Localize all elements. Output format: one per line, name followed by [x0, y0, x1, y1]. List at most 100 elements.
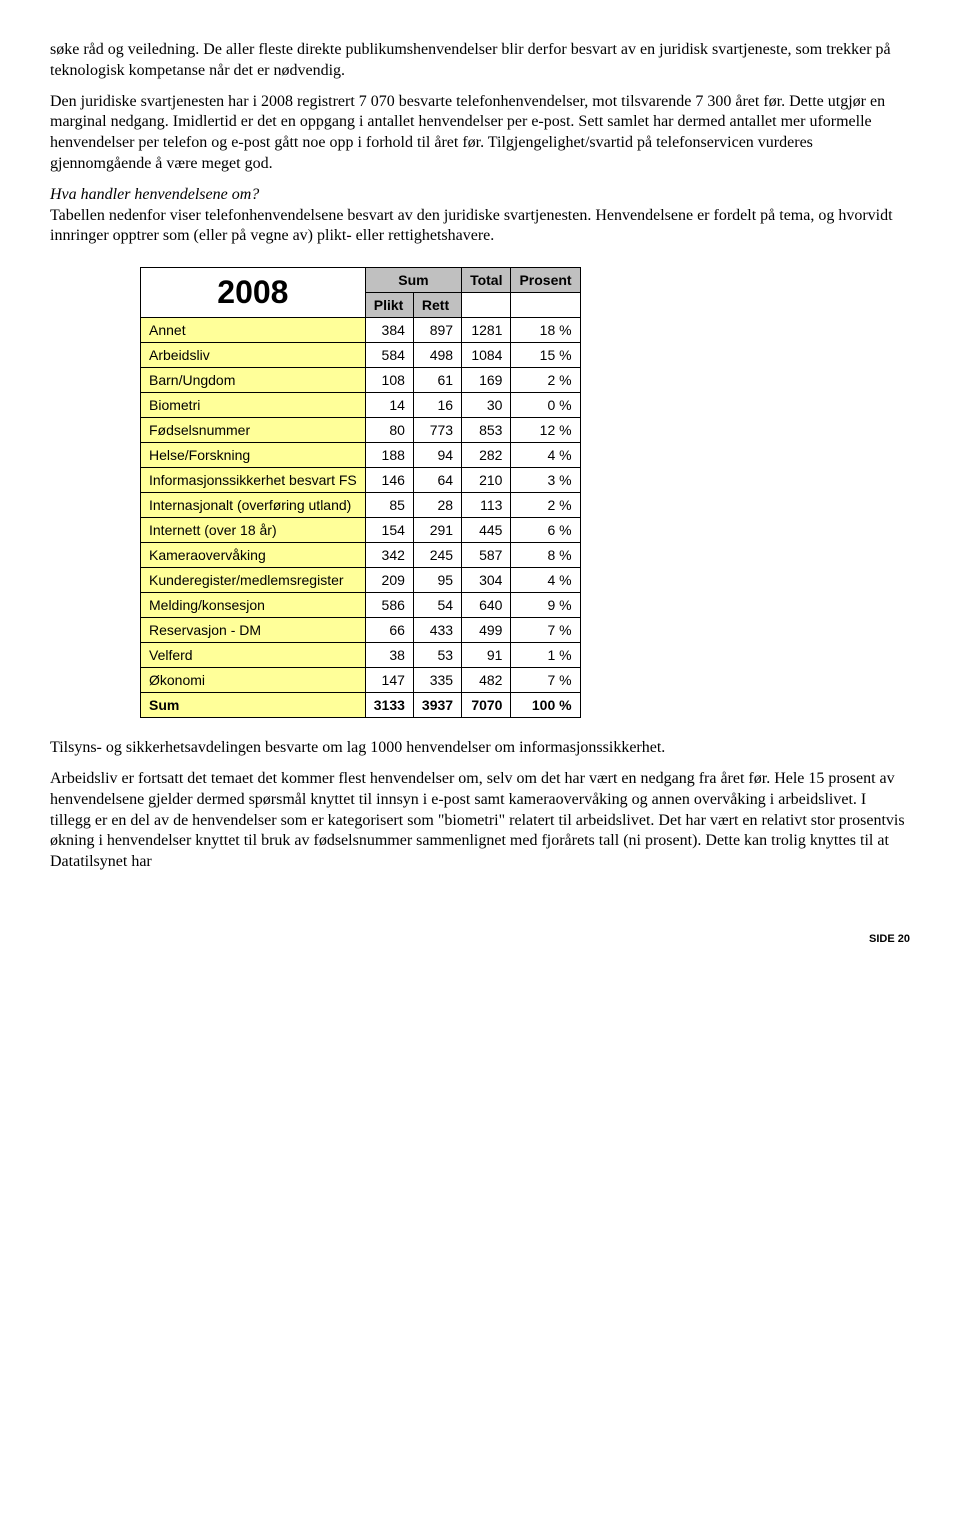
table-row: Reservasjon - DM664334997 % — [141, 618, 581, 643]
plikt-cell: 209 — [365, 568, 413, 593]
sum-rett: 3937 — [413, 693, 461, 718]
category-cell: Annet — [141, 318, 366, 343]
sum-plikt: 3133 — [365, 693, 413, 718]
page-footer: SIDE 20 — [50, 933, 910, 945]
prosent-cell: 18 % — [511, 318, 580, 343]
table-row: Barn/Ungdom108611692 % — [141, 368, 581, 393]
total-cell: 210 — [462, 468, 511, 493]
prosent-cell: 1 % — [511, 643, 580, 668]
category-cell: Reservasjon - DM — [141, 618, 366, 643]
rett-cell: 245 — [413, 543, 461, 568]
table-row: Informasjonssikkerhet besvart FS14664210… — [141, 468, 581, 493]
prosent-cell: 8 % — [511, 543, 580, 568]
paragraph-3-question: Hva handler henvendelsene om? — [50, 186, 259, 203]
prosent-cell: 0 % — [511, 393, 580, 418]
category-cell: Arbeidsliv — [141, 343, 366, 368]
rett-cell: 64 — [413, 468, 461, 493]
table-sum-row: Sum 3133 3937 7070 100 % — [141, 693, 581, 718]
rett-cell: 498 — [413, 343, 461, 368]
prosent-cell: 2 % — [511, 493, 580, 518]
rett-cell: 335 — [413, 668, 461, 693]
table-row: Økonomi1473354827 % — [141, 668, 581, 693]
col-header-rett: Rett — [413, 293, 461, 318]
total-cell: 1281 — [462, 318, 511, 343]
plikt-cell: 146 — [365, 468, 413, 493]
category-cell: Informasjonssikkerhet besvart FS — [141, 468, 366, 493]
plikt-cell: 154 — [365, 518, 413, 543]
plikt-cell: 584 — [365, 343, 413, 368]
rett-cell: 61 — [413, 368, 461, 393]
sum-prosent: 100 % — [511, 693, 580, 718]
plikt-cell: 342 — [365, 543, 413, 568]
plikt-cell: 384 — [365, 318, 413, 343]
category-cell: Barn/Ungdom — [141, 368, 366, 393]
total-cell: 499 — [462, 618, 511, 643]
total-cell: 91 — [462, 643, 511, 668]
category-cell: Kunderegister/medlemsregister — [141, 568, 366, 593]
table-row: Helse/Forskning188942824 % — [141, 443, 581, 468]
plikt-cell: 85 — [365, 493, 413, 518]
total-cell: 1084 — [462, 343, 511, 368]
total-cell: 482 — [462, 668, 511, 693]
paragraph-2: Den juridiske svartjenesten har i 2008 r… — [50, 92, 910, 175]
category-cell: Økonomi — [141, 668, 366, 693]
total-cell: 853 — [462, 418, 511, 443]
rett-cell: 773 — [413, 418, 461, 443]
rett-cell: 94 — [413, 443, 461, 468]
table-row: Internett (over 18 år)1542914456 % — [141, 518, 581, 543]
total-cell: 445 — [462, 518, 511, 543]
plikt-cell: 586 — [365, 593, 413, 618]
prosent-cell: 7 % — [511, 668, 580, 693]
rett-cell: 291 — [413, 518, 461, 543]
table-row: Velferd3853911 % — [141, 643, 581, 668]
rett-cell: 53 — [413, 643, 461, 668]
table-row: Annet384897128118 % — [141, 318, 581, 343]
table-row: Fødselsnummer8077385312 % — [141, 418, 581, 443]
col-header-plikt: Plikt — [365, 293, 413, 318]
empty-cell — [511, 293, 580, 318]
prosent-cell: 7 % — [511, 618, 580, 643]
total-cell: 587 — [462, 543, 511, 568]
prosent-cell: 4 % — [511, 443, 580, 468]
table-row: Kameraovervåking3422455878 % — [141, 543, 581, 568]
prosent-cell: 15 % — [511, 343, 580, 368]
rett-cell: 16 — [413, 393, 461, 418]
col-header-sum: Sum — [365, 268, 461, 293]
total-cell: 169 — [462, 368, 511, 393]
category-cell: Internett (over 18 år) — [141, 518, 366, 543]
paragraph-5: Arbeidsliv er fortsatt det temaet det ko… — [50, 769, 910, 873]
category-cell: Helse/Forskning — [141, 443, 366, 468]
plikt-cell: 147 — [365, 668, 413, 693]
plikt-cell: 188 — [365, 443, 413, 468]
plikt-cell: 108 — [365, 368, 413, 393]
sum-total: 7070 — [462, 693, 511, 718]
table-row: Kunderegister/medlemsregister209953044 % — [141, 568, 581, 593]
rett-cell: 897 — [413, 318, 461, 343]
prosent-cell: 6 % — [511, 518, 580, 543]
plikt-cell: 80 — [365, 418, 413, 443]
plikt-cell: 66 — [365, 618, 413, 643]
category-cell: Kameraovervåking — [141, 543, 366, 568]
paragraph-3-body: Tabellen nedenfor viser telefonhenvendel… — [50, 207, 893, 245]
total-cell: 304 — [462, 568, 511, 593]
col-header-total: Total — [462, 268, 511, 293]
empty-cell — [462, 293, 511, 318]
plikt-cell: 38 — [365, 643, 413, 668]
rett-cell: 54 — [413, 593, 461, 618]
paragraph-4: Tilsyns- og sikkerhetsavdelingen besvart… — [50, 738, 910, 759]
paragraph-3: Hva handler henvendelsene om? Tabellen n… — [50, 185, 910, 247]
category-cell: Biometri — [141, 393, 366, 418]
year-cell: 2008 — [141, 268, 366, 318]
table-row: Biometri1416300 % — [141, 393, 581, 418]
prosent-cell: 12 % — [511, 418, 580, 443]
table-row: Arbeidsliv584498108415 % — [141, 343, 581, 368]
category-cell: Fødselsnummer — [141, 418, 366, 443]
data-table-wrapper: 2008 Sum Total Prosent Plikt Rett Annet3… — [140, 267, 910, 718]
inquiry-table: 2008 Sum Total Prosent Plikt Rett Annet3… — [140, 267, 581, 718]
paragraph-1: søke råd og veiledning. De aller fleste … — [50, 40, 910, 82]
rett-cell: 433 — [413, 618, 461, 643]
prosent-cell: 4 % — [511, 568, 580, 593]
prosent-cell: 9 % — [511, 593, 580, 618]
total-cell: 282 — [462, 443, 511, 468]
sum-label: Sum — [141, 693, 366, 718]
